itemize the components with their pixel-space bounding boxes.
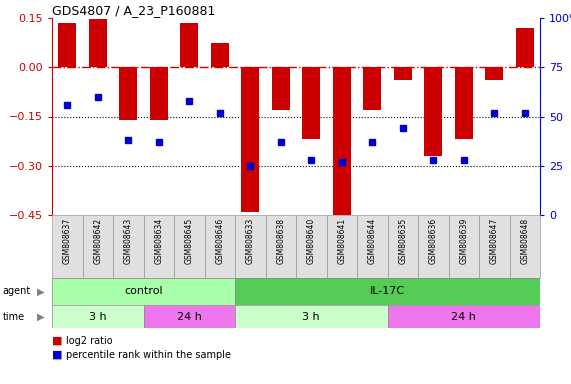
Text: GSM808636: GSM808636: [429, 218, 438, 265]
Bar: [113, 215, 143, 278]
Text: ▶: ▶: [37, 286, 45, 296]
Text: 24 h: 24 h: [451, 311, 476, 321]
Bar: [82, 215, 113, 278]
Bar: [485, 67, 504, 80]
Bar: [241, 67, 259, 212]
Text: ■: ■: [52, 350, 62, 360]
Bar: [89, 19, 107, 67]
Bar: [143, 215, 174, 278]
Bar: [509, 215, 540, 278]
Bar: [204, 215, 235, 278]
Text: GDS4807 / A_23_P160881: GDS4807 / A_23_P160881: [52, 4, 215, 17]
Bar: [235, 278, 540, 305]
Text: control: control: [124, 286, 163, 296]
Bar: [302, 67, 320, 139]
Text: 3 h: 3 h: [303, 311, 320, 321]
Bar: [143, 305, 235, 328]
Bar: [332, 67, 351, 218]
Bar: [266, 215, 296, 278]
Text: ■: ■: [52, 336, 62, 346]
Text: ▶: ▶: [37, 311, 45, 321]
Bar: [180, 23, 198, 67]
Bar: [357, 215, 388, 278]
Bar: [52, 305, 143, 328]
Bar: [388, 305, 540, 328]
Text: log2 ratio: log2 ratio: [66, 336, 113, 346]
Text: GSM808633: GSM808633: [246, 218, 255, 265]
Text: agent: agent: [3, 286, 31, 296]
Bar: [235, 215, 266, 278]
Text: time: time: [3, 311, 25, 321]
Text: GSM808635: GSM808635: [398, 218, 407, 265]
Text: GSM808637: GSM808637: [63, 218, 72, 265]
Bar: [174, 215, 204, 278]
Bar: [455, 67, 473, 139]
Bar: [388, 215, 418, 278]
Bar: [52, 278, 235, 305]
Text: GSM808638: GSM808638: [276, 218, 286, 264]
Text: 3 h: 3 h: [89, 311, 107, 321]
Bar: [211, 43, 229, 67]
Text: GSM808647: GSM808647: [490, 218, 498, 265]
Bar: [235, 305, 388, 328]
Bar: [424, 67, 443, 156]
Text: GSM808645: GSM808645: [185, 218, 194, 265]
Text: IL-17C: IL-17C: [370, 286, 405, 296]
Bar: [448, 215, 479, 278]
Text: GSM808644: GSM808644: [368, 218, 377, 265]
Bar: [119, 67, 138, 120]
Text: GSM808639: GSM808639: [459, 218, 468, 265]
Text: GSM808643: GSM808643: [124, 218, 132, 265]
Bar: [272, 67, 290, 110]
Bar: [52, 215, 82, 278]
Text: GSM808642: GSM808642: [93, 218, 102, 264]
Text: GSM808646: GSM808646: [215, 218, 224, 265]
Bar: [296, 215, 327, 278]
Text: GSM808634: GSM808634: [154, 218, 163, 265]
Bar: [393, 67, 412, 80]
Text: percentile rank within the sample: percentile rank within the sample: [66, 350, 231, 360]
Bar: [58, 23, 77, 67]
Text: GSM808648: GSM808648: [520, 218, 529, 264]
Text: GSM808641: GSM808641: [337, 218, 346, 264]
Bar: [327, 215, 357, 278]
Bar: [363, 67, 381, 110]
Text: GSM808640: GSM808640: [307, 218, 316, 265]
Bar: [418, 215, 448, 278]
Bar: [516, 28, 534, 67]
Bar: [150, 67, 168, 120]
Bar: [479, 215, 509, 278]
Text: 24 h: 24 h: [177, 311, 202, 321]
